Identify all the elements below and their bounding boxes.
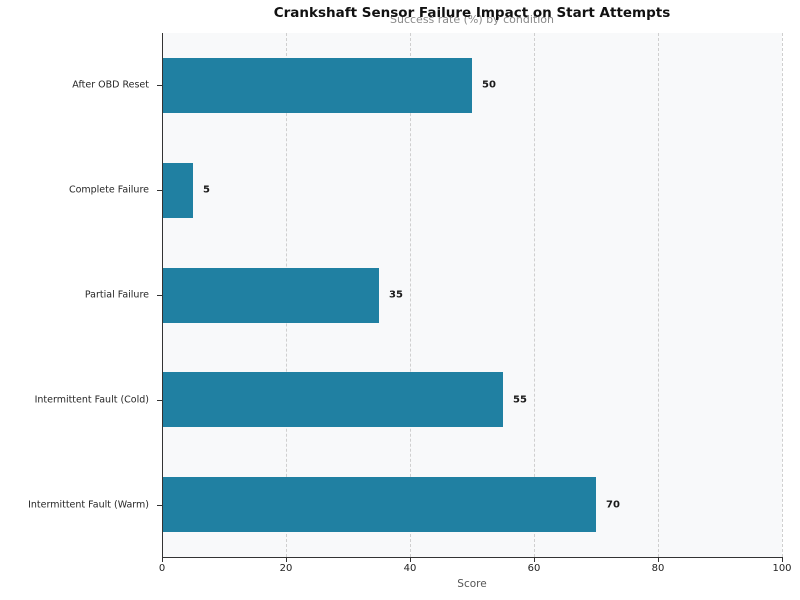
value-label-0: 50 [482,79,496,91]
x-tick-mark-80 [658,557,659,562]
gridline-x-60 [534,33,535,557]
x-tick-label-20: 20 [279,563,293,574]
y-tick-label-1: Complete Failure [68,184,149,196]
x-tick-mark-40 [410,557,411,562]
x-tick-label-40: 40 [403,563,417,574]
x-tick-label-100: 100 [772,563,792,574]
y-tick-label-0: After OBD Reset [72,79,149,91]
gridline-x-100 [782,33,783,557]
x-tick-mark-100 [782,557,783,562]
y-tick-mark-2 [157,295,162,296]
bar-0 [162,57,472,113]
x-tick-label-60: 60 [527,563,541,574]
plot-area [162,33,783,557]
y-axis-spine [162,33,163,557]
y-tick-mark-1 [157,190,162,192]
value-label-1: 5 [203,184,210,196]
y-tick-label-4: Intermittent Fault (Warm) [28,499,149,511]
chart-title: Crankshaft Sensor Failure Impact on Star… [273,5,671,21]
x-tick-mark-0 [162,557,163,562]
y-tick-label-2: Partial Failure [84,289,149,301]
y-tick-mark-3 [157,399,162,401]
gridline-x-80 [658,33,659,557]
y-tick-mark-0 [157,85,162,87]
x-tick-label-0: 0 [158,563,166,574]
gridline-x-40 [410,33,411,557]
bar-4 [162,477,596,533]
x-axis-label: Score [457,578,487,590]
value-label-2: 35 [389,289,403,301]
bar-1 [162,162,193,218]
x-axis-spine [162,557,783,558]
bar-3 [162,372,503,428]
y-tick-label-3: Intermittent Fault (Cold) [34,394,149,406]
y-tick-mark-4 [157,504,162,506]
x-tick-label-80: 80 [651,563,665,574]
chart-subtitle: Success rate (%) by condition [390,13,554,26]
value-label-4: 70 [606,499,620,511]
value-label-3: 55 [513,394,527,406]
bar-2 [162,267,379,323]
x-tick-mark-20 [286,557,287,562]
x-tick-mark-60 [534,557,535,562]
